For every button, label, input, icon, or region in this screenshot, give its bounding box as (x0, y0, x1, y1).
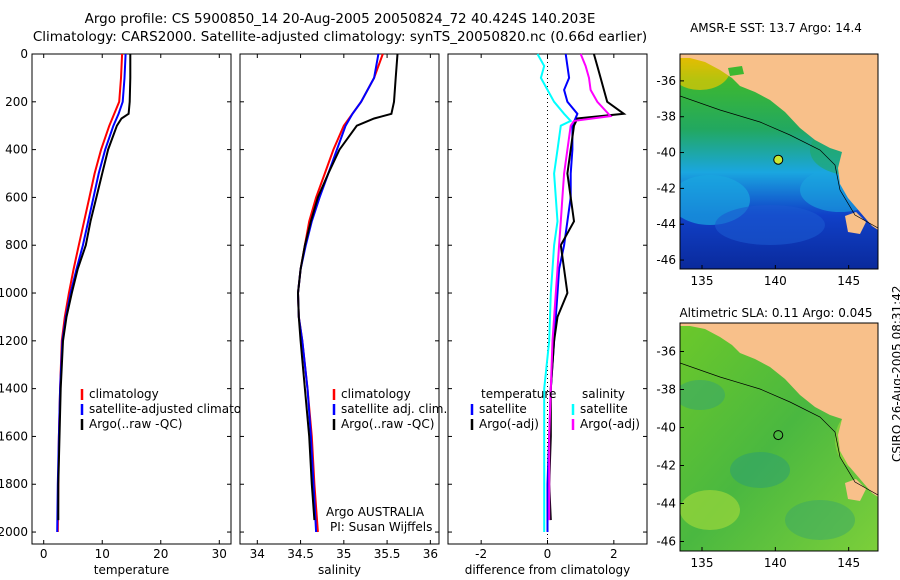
x-tick-label: -2 (475, 547, 487, 561)
y-tick-label: 1200 (0, 334, 28, 348)
series-line (536, 53, 573, 532)
map-x-tick-label: 135 (691, 274, 714, 288)
y-tick-label: 400 (5, 143, 28, 157)
sla-map-title: Altimetric SLA: 0.11 Argo: 0.045 (679, 306, 872, 320)
x-tick-label: 36 (423, 547, 438, 561)
x-tick-label: 20 (153, 547, 168, 561)
map-y-tick-label: -40 (656, 421, 676, 435)
sla-map-panel: Altimetric SLA: 0.11 Argo: 0.045 135 140 1… (656, 306, 879, 571)
x-tick-label: 35.5 (374, 547, 401, 561)
y-tick-label: 1000 (0, 286, 28, 300)
legend-group-label: temperature (481, 387, 556, 401)
sst-map-title: AMSR-E SST: 13.7 Argo: 14.4 (690, 21, 862, 35)
argo-position-marker-sla (773, 430, 784, 441)
x-tick-label: 35 (336, 547, 351, 561)
y-tick-label: 2000 (0, 525, 28, 539)
map-x-tick-label: 140 (764, 556, 787, 570)
legend-label: Argo(..raw -QC) (341, 417, 434, 431)
y-tick-label: 1600 (0, 429, 28, 443)
map-y-tick-label: -46 (656, 535, 676, 549)
map-y-tick-label: -38 (656, 110, 676, 124)
difference-panel: -2 0 2 difference from climatology temperatu… (447, 53, 648, 577)
map-x-tick-label: 135 (691, 556, 714, 570)
sla-map-frame (679, 322, 879, 552)
land-australia (680, 54, 878, 230)
x-axis-label: difference from climatology (465, 563, 631, 577)
map-y-tick-label: -42 (656, 181, 676, 195)
x-tick-label: 0 (40, 547, 48, 561)
legend-label: Argo(-adj) (580, 417, 640, 431)
y-tick-label: 600 (5, 190, 28, 204)
annotation-argo-australia: Argo AUSTRALIA (326, 505, 425, 519)
x-tick-label: 30 (212, 547, 227, 561)
legend-group-label: salinity (582, 387, 625, 401)
series-line (548, 53, 613, 521)
x-tick-label: 2 (610, 547, 618, 561)
map-x-tick-label: 145 (837, 274, 860, 288)
argo-position-marker (773, 154, 784, 165)
legend-label: satellite (479, 402, 527, 416)
map-y-tick-label: -44 (656, 497, 676, 511)
sla-map-axes: 135 140 145 -36 -38 -40 -42 -44 -46 (656, 345, 860, 571)
sst-map-axes: 135 140 145 -36 -38 -40 -42 -44 -46 (656, 74, 860, 288)
y-tick-label: 1400 (0, 382, 28, 396)
legend-label: climatology (341, 387, 411, 401)
map-y-tick-label: -36 (656, 345, 676, 359)
salinity-panel: 34 34.5 35 35.5 36 salinity climatologysatelli… (239, 53, 447, 577)
x-axis-label: temperature (94, 563, 169, 577)
map-x-tick-label: 145 (837, 556, 860, 570)
legend-label: climatology (89, 387, 159, 401)
map-y-tick-label: -46 (656, 253, 676, 267)
legend-label: Argo(-adj) (479, 417, 539, 431)
x-axis-label: salinity (318, 563, 361, 577)
plot-frame (31, 53, 232, 545)
sst-map-frame (679, 53, 879, 270)
csiro-timestamp: CSIRO 26-Aug-2005 08:31:42 (890, 285, 900, 462)
legend-label: satellite (580, 402, 628, 416)
series-line (296, 53, 399, 521)
plot-frame (239, 53, 440, 545)
map-y-tick-label: -42 (656, 459, 676, 473)
x-tick-label: 34 (250, 547, 265, 561)
map-x-tick-label: 140 (764, 274, 787, 288)
land-tasmania (845, 212, 866, 234)
series-line (57, 54, 132, 521)
sst-map-panel: AMSR-E SST: 13.7 Argo: 14.4 135 140 145 -36… (656, 21, 879, 288)
y-tick-label: 200 (5, 95, 28, 109)
figure-title-line1: Argo profile: CS 5900850_14 20-Aug-2005 … (84, 11, 596, 27)
y-tick-label: 800 (5, 238, 28, 252)
x-tick-label: 10 (95, 547, 110, 561)
legend-label: satellite-adjusted climatology (89, 402, 267, 416)
annotation-pi-name: PI: Susan Wijffels (330, 520, 432, 534)
legend-label: satellite adj. clim. (341, 402, 447, 416)
x-tick-label: 0 (544, 547, 552, 561)
land-australia-sla (680, 323, 878, 497)
map-y-tick-label: -36 (656, 74, 676, 88)
map-y-tick-label: -40 (656, 146, 676, 160)
map-y-tick-label: -44 (656, 217, 676, 231)
land-tasmania-sla (845, 479, 866, 501)
x-tick-label: 34.5 (287, 547, 314, 561)
y-tick-label: 0 (20, 47, 28, 61)
y-tick-label: 1800 (0, 477, 28, 491)
legend-label: Argo(..raw -QC) (89, 417, 182, 431)
map-y-tick-label: -38 (656, 383, 676, 397)
temperature-panel: 0 10 20 30 temperature 0 200 400 600 800 1000 1200 1… (0, 47, 267, 577)
figure-title-line2: Climatology: CARS2000. Satellite-adjuste… (32, 29, 648, 45)
